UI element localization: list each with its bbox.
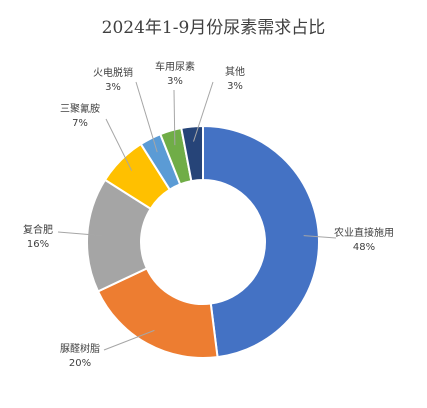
- pie-slice-7: [180, 124, 204, 183]
- slice-value-7: 3%: [227, 81, 243, 92]
- slice-label-2: 脲醛树脂: [60, 342, 100, 355]
- pie-slice-1: [202, 124, 320, 359]
- slice-value-2: 20%: [69, 358, 91, 369]
- leader-line-7: [193, 81, 214, 142]
- slice-label-3: 复合肥: [23, 223, 53, 236]
- slice-label-4: 三聚氰胺: [60, 102, 100, 115]
- leader-line-3: [57, 231, 103, 237]
- leader-line-2: [103, 329, 155, 351]
- slice-value-1: 48%: [353, 242, 375, 253]
- leader-line-5: [135, 81, 158, 153]
- slice-value-5: 3%: [105, 82, 121, 93]
- slice-label-5: 火电脱销: [93, 66, 133, 79]
- slice-label-7: 其他: [225, 65, 245, 78]
- pie-slice-2: [96, 267, 219, 359]
- slice-label-1: 农业直接施用: [334, 226, 394, 239]
- slice-label-6: 车用尿素: [155, 60, 195, 73]
- slice-value-3: 16%: [27, 239, 49, 250]
- leader-line-1: [303, 235, 337, 239]
- slice-value-4: 7%: [72, 118, 88, 129]
- leader-line-6: [173, 89, 176, 146]
- chart-title: 2024年1-9月份尿素需求占比: [101, 18, 326, 38]
- leader-line-4: [105, 118, 133, 171]
- slice-value-6: 3%: [167, 76, 183, 87]
